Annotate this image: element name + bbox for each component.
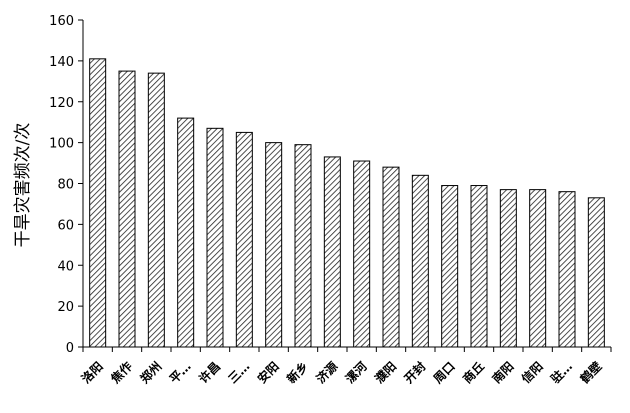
y-tick-label: 20 — [57, 300, 74, 315]
x-tick-label: 洛阳 — [78, 359, 106, 387]
x-tick-label: 焦作 — [107, 359, 135, 387]
bar-3 — [177, 117, 195, 348]
bar-12 — [441, 185, 459, 348]
y-tick-label: 40 — [57, 259, 74, 274]
bar-11 — [411, 174, 429, 348]
x-tick-label: 开封 — [401, 359, 429, 387]
x-tick-label: 郑州 — [137, 359, 165, 387]
bar-16 — [558, 191, 576, 348]
x-tick-label: 新乡 — [284, 359, 312, 387]
bar-8 — [323, 156, 341, 348]
x-tick-label: 济源 — [313, 359, 341, 387]
y-tick-label: 0 — [66, 341, 74, 356]
x-tick-label: 商丘 — [460, 359, 488, 387]
x-tick-label: 三… — [226, 359, 253, 386]
bar-0 — [89, 58, 107, 348]
bar-7 — [294, 144, 312, 348]
x-tick-label: 周口 — [431, 359, 458, 386]
bar-15 — [529, 189, 547, 348]
x-tick-label: 濮阳 — [372, 359, 400, 387]
bar-2 — [147, 72, 165, 348]
x-tick-label: 南阳 — [489, 359, 517, 387]
bar-5 — [235, 131, 253, 348]
x-tick-label: 许昌 — [196, 359, 224, 387]
x-tick-label: 平… — [167, 359, 194, 386]
bar-10 — [382, 166, 400, 348]
y-tick-label: 120 — [49, 96, 74, 111]
x-tick-label: 信阳 — [518, 359, 546, 387]
y-tick-label: 60 — [57, 218, 74, 233]
x-tick-label: 鹤壁 — [577, 359, 605, 387]
y-axis-label: 干旱灾害频次/次 — [13, 123, 33, 248]
x-tick-label: 漯河 — [342, 359, 370, 387]
y-tick-label: 160 — [49, 14, 74, 29]
bar-4 — [206, 127, 224, 348]
bar-13 — [470, 185, 488, 348]
y-tick-label: 140 — [49, 55, 74, 70]
x-tick-label: 安阳 — [254, 359, 282, 387]
bar-6 — [265, 142, 283, 348]
bar-17 — [587, 197, 605, 348]
bar-9 — [353, 160, 371, 348]
x-tick-label: 驻… — [548, 359, 576, 387]
y-tick-label: 100 — [49, 137, 74, 152]
y-tick-label: 80 — [57, 178, 74, 193]
bar-1 — [118, 70, 136, 348]
bar-14 — [499, 189, 517, 348]
